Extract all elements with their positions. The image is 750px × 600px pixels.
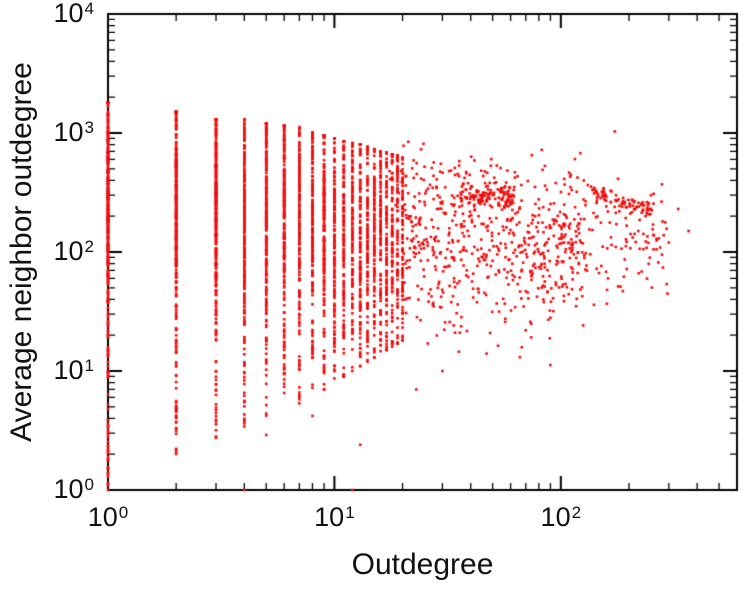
x-tick-label: 101 (314, 502, 355, 532)
x-tick-label: 102 (540, 502, 582, 532)
x-axis-label: Outdegree (351, 548, 494, 581)
y-tick-label: 101 (53, 355, 94, 385)
x-tick-label: 100 (87, 502, 129, 532)
y-tick-label: 104 (53, 0, 94, 28)
y-tick-label: 102 (53, 236, 94, 266)
y-axis-label: Average neighbor outdegree (5, 62, 38, 442)
y-tick-label: 103 (53, 117, 94, 147)
y-tick-label: 100 (53, 474, 94, 504)
